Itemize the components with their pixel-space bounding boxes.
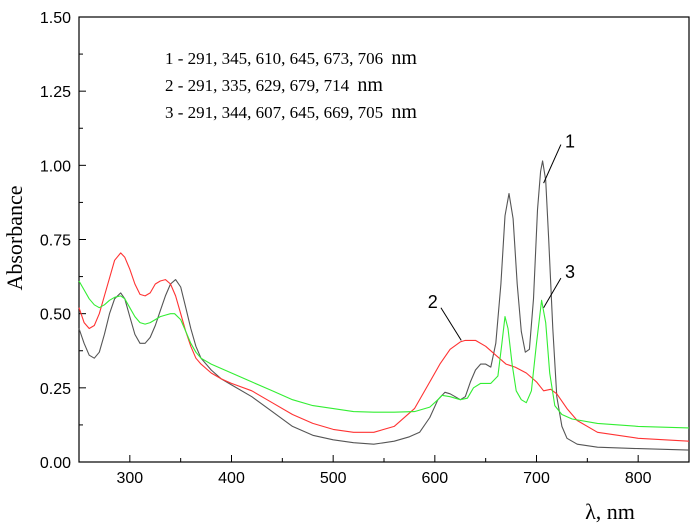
peak-annotation-line: 3 - 291, 344, 607, 645, 669, 705 nm [165, 101, 417, 123]
series-leader-line [543, 144, 562, 184]
series-line-3 [78, 280, 690, 429]
y-tick-label: 0.75 [40, 233, 71, 250]
series-label-3: 3 [565, 262, 575, 282]
x-tick-label: 600 [421, 470, 448, 487]
x-tick-label: 400 [218, 470, 245, 487]
series-label-1: 1 [565, 132, 575, 152]
y-tick-label: 0.50 [40, 307, 71, 324]
y-tick-label: 1.25 [40, 84, 71, 101]
peak-annotation-line: 1 - 291, 345, 610, 645, 673, 706 nm [165, 47, 417, 69]
axis-ticks: 300 400 500 600 700 800 0.00 0.25 0.50 0.75 1.00 1.… [40, 10, 690, 487]
x-axis-title: λ, nm [585, 499, 635, 524]
series-label-2: 2 [428, 292, 438, 312]
x-tick-label: 500 [320, 470, 347, 487]
x-tick-label: 300 [116, 470, 143, 487]
peak-annotation-block: 1 - 291, 345, 610, 645, 673, 706 nm 2 - … [165, 47, 417, 123]
series-line-1 [78, 160, 690, 451]
series-layer [78, 160, 690, 451]
y-tick-label: 1.50 [40, 10, 71, 27]
series-callouts: 1 2 3 [428, 132, 575, 341]
peak-annotation-line: 2 - 291, 335, 629, 679, 714 nm [165, 74, 383, 96]
series-line-2 [78, 252, 690, 442]
y-tick-label: 1.00 [40, 158, 71, 175]
y-axis-title: Absorbance [2, 185, 27, 290]
x-tick-label: 700 [523, 470, 550, 487]
series-leader-line [543, 277, 562, 308]
y-tick-label: 0.25 [40, 381, 71, 398]
x-tick-label: 800 [625, 470, 652, 487]
y-tick-label: 0.00 [40, 455, 71, 472]
series-leader-line [440, 307, 462, 341]
